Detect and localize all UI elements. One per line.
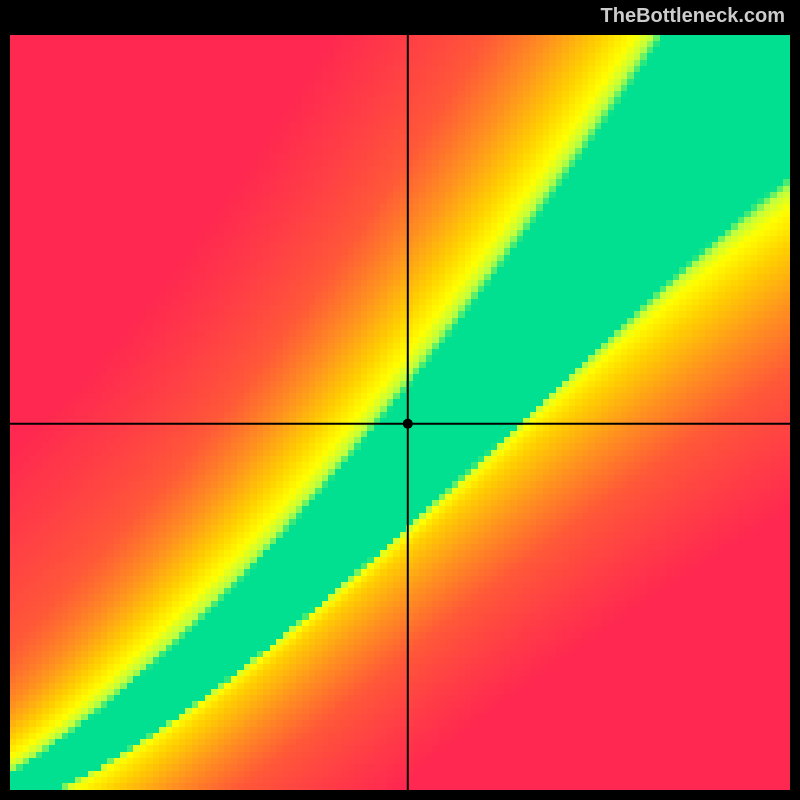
heatmap-canvas — [10, 35, 790, 790]
watermark-text: TheBottleneck.com — [601, 5, 785, 28]
heatmap-chart — [10, 35, 790, 790]
